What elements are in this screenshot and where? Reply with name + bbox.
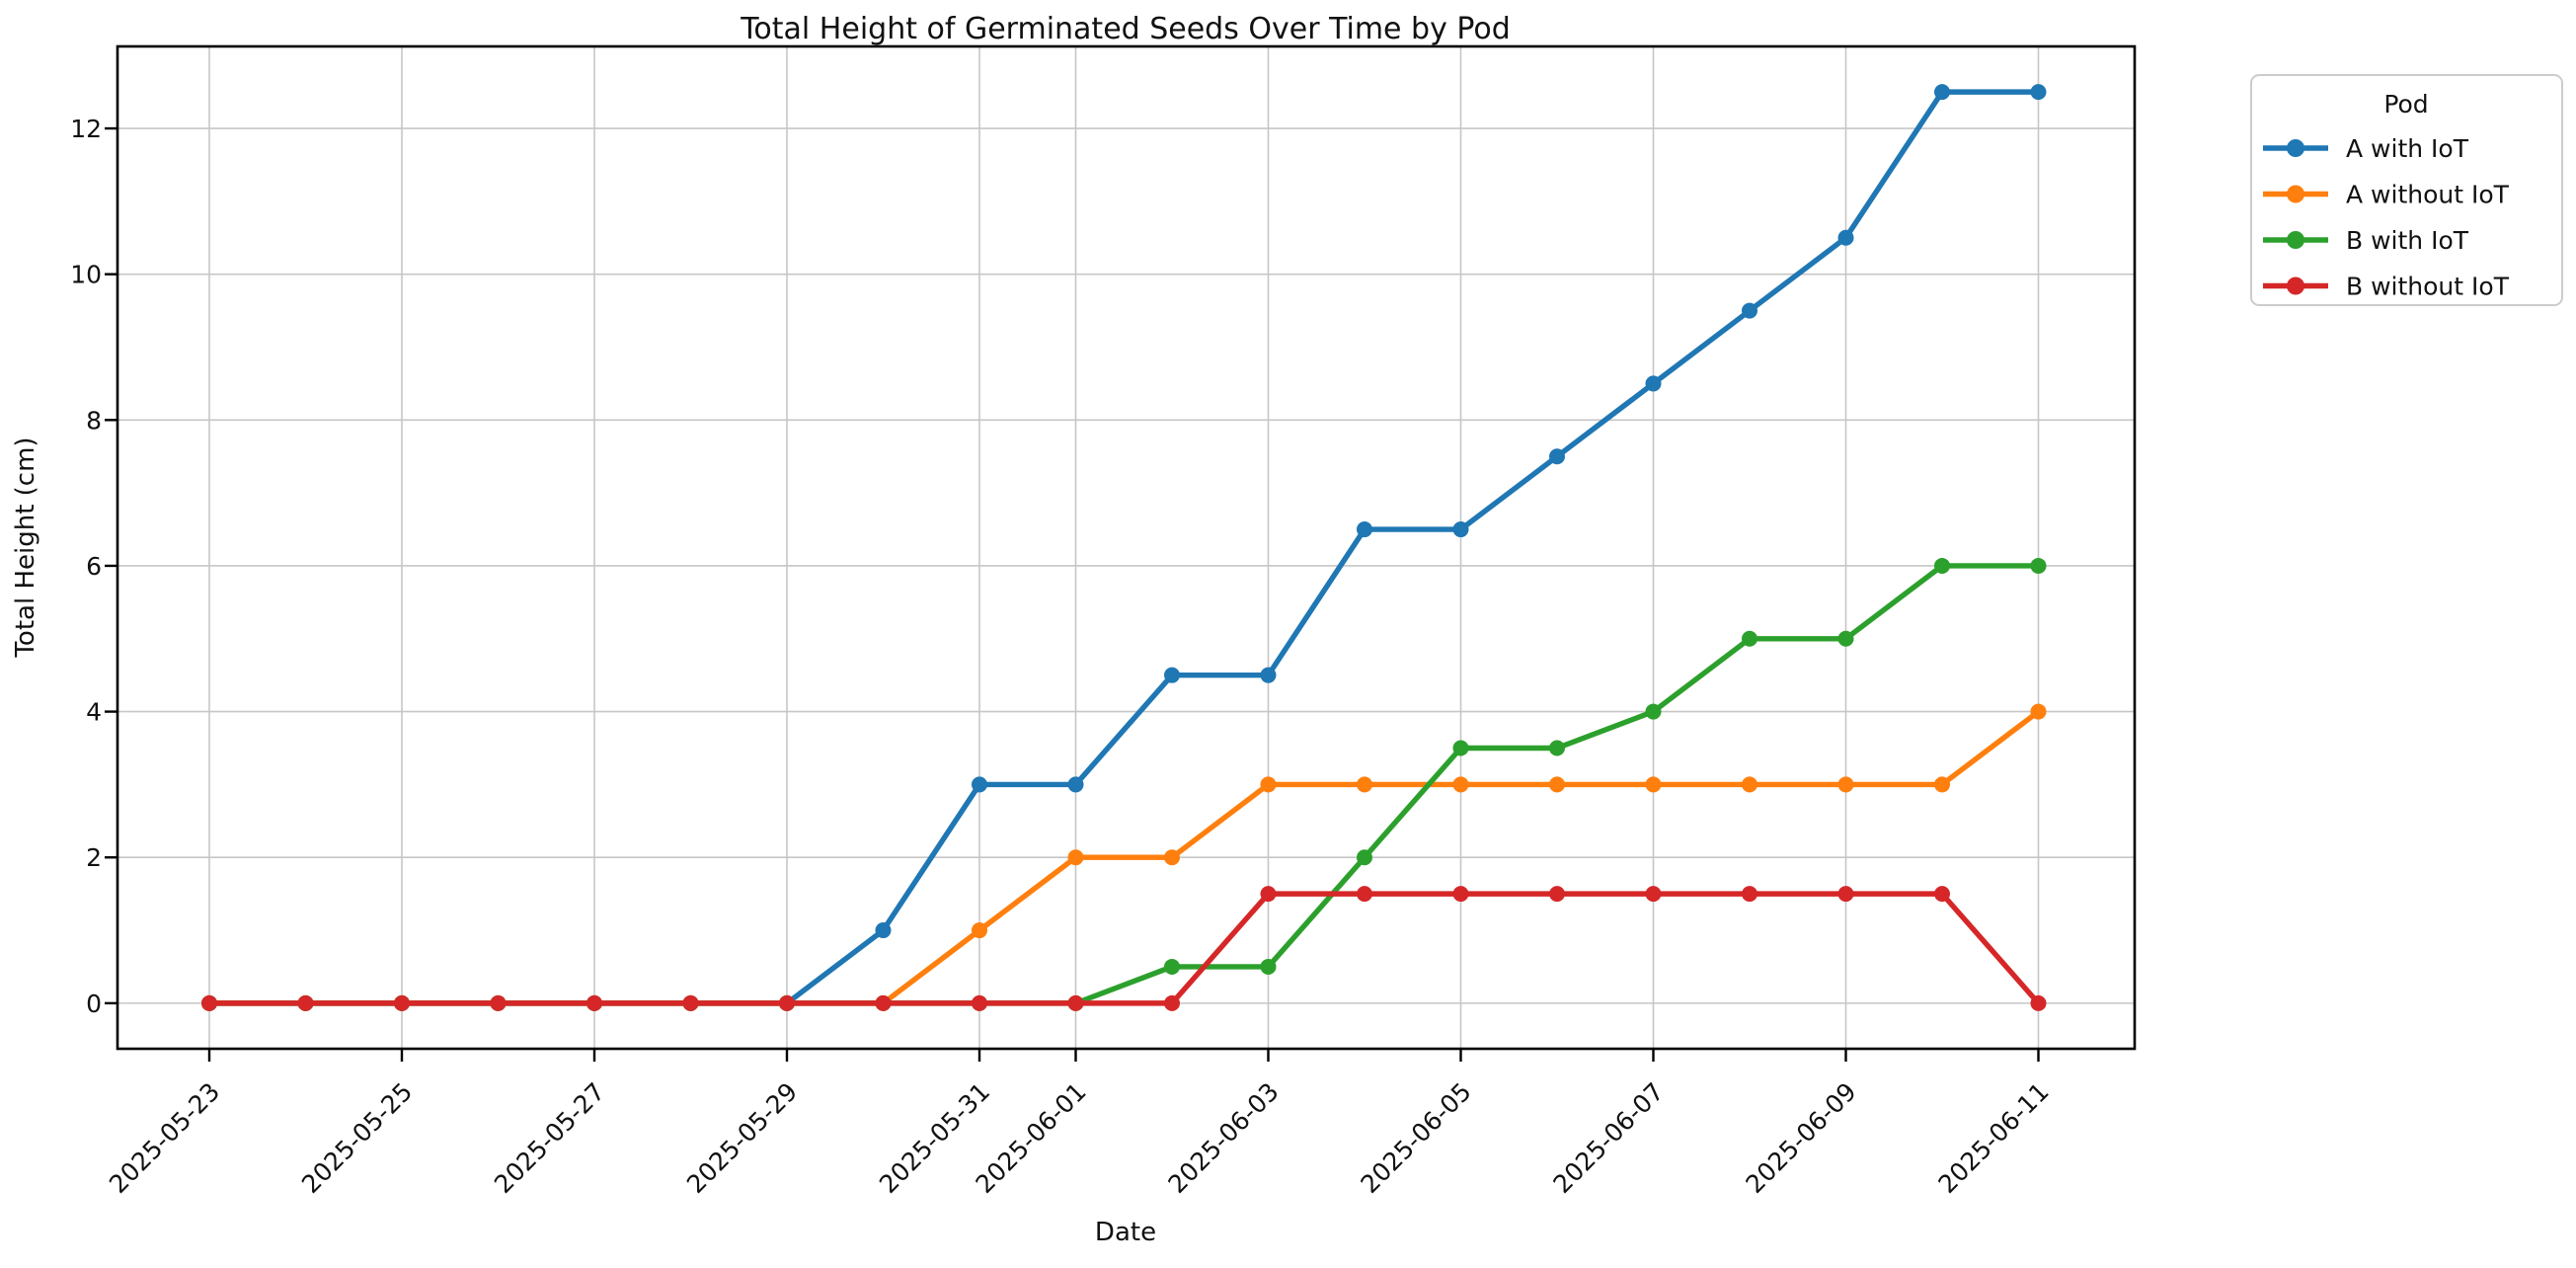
- data-point: [1357, 849, 1372, 866]
- tick-layer: [105, 126, 2040, 1062]
- legend-entry-b-with-iot: B with IoT: [2263, 226, 2469, 255]
- plot-border: [116, 44, 2137, 1051]
- data-point: [682, 994, 699, 1011]
- data-point: [297, 994, 314, 1011]
- data-point: [1452, 521, 1469, 538]
- y-tick-label: 4: [86, 698, 102, 727]
- data-point: [972, 776, 987, 793]
- data-point: [1260, 886, 1277, 903]
- data-point: [1549, 886, 1565, 903]
- y-tick-label: 0: [86, 990, 102, 1018]
- data-point: [2030, 994, 2047, 1011]
- data-point: [1837, 229, 1854, 246]
- data-point: [1645, 375, 1662, 392]
- data-point: [1934, 886, 1950, 903]
- y-tick-label: 10: [70, 261, 102, 289]
- data-point: [490, 994, 507, 1011]
- data-point: [1742, 302, 1757, 319]
- data-point: [586, 994, 602, 1011]
- legend-entry-a-without-iot: A without IoT: [2263, 181, 2510, 209]
- data-point: [2030, 84, 2047, 101]
- data-point: [1357, 886, 1372, 903]
- data-point: [1357, 776, 1372, 793]
- data-point: [2030, 703, 2047, 720]
- x-axis-label: Date: [1095, 1218, 1156, 1247]
- data-point: [2030, 557, 2047, 574]
- data-point: [1357, 521, 1372, 538]
- legend-frame: [2250, 74, 2563, 306]
- data-point: [201, 994, 217, 1011]
- data-point: [1164, 849, 1180, 866]
- series-b-without-iot: [201, 886, 2047, 1011]
- legend-entry-a-with-iot: A with IoT: [2263, 134, 2469, 163]
- data-point: [1645, 886, 1662, 903]
- legend: Pod A with IoT A without IoT B with IoT B w…: [2250, 74, 2563, 306]
- legend-marker: [2287, 139, 2304, 157]
- y-tick-label: 2: [86, 843, 102, 872]
- data-point: [972, 922, 987, 939]
- data-point: [1164, 667, 1180, 683]
- legend-label: B with IoT: [2346, 226, 2469, 255]
- data-point: [1549, 776, 1565, 793]
- legend-marker: [2287, 185, 2304, 203]
- plot-background: [117, 46, 2135, 1049]
- data-point: [394, 994, 410, 1011]
- data-point: [1837, 630, 1854, 647]
- legend-label: A without IoT: [2346, 181, 2510, 209]
- legend-label: B without IoT: [2346, 273, 2510, 301]
- data-point: [1260, 667, 1277, 683]
- data-point: [1452, 740, 1469, 756]
- data-point: [1549, 740, 1565, 756]
- data-point: [1934, 776, 1950, 793]
- y-tick-label: 12: [70, 115, 102, 143]
- data-point: [1067, 994, 1084, 1011]
- data-point: [1934, 84, 1950, 101]
- data-point: [1164, 994, 1180, 1011]
- data-point: [1452, 776, 1469, 793]
- legend-entry-b-without-iot: B without IoT: [2263, 273, 2510, 301]
- data-point: [1645, 776, 1662, 793]
- series-layer: [201, 84, 2047, 1011]
- data-point: [1549, 448, 1565, 465]
- data-point: [875, 994, 892, 1011]
- data-point: [1452, 886, 1469, 903]
- data-point: [1837, 886, 1854, 903]
- data-point: [972, 994, 987, 1011]
- series-line: [206, 891, 2042, 1006]
- y-axis-label: Total Height (cm): [11, 436, 40, 658]
- data-point: [1067, 776, 1084, 793]
- legend-entries: A with IoT A without IoT B with IoT B witho…: [2263, 134, 2510, 301]
- legend-label: A with IoT: [2346, 134, 2469, 163]
- legend-marker: [2287, 277, 2304, 295]
- data-point: [1742, 630, 1757, 647]
- data-point: [779, 994, 795, 1011]
- y-tick-label: 6: [86, 552, 102, 581]
- data-point: [1837, 776, 1854, 793]
- data-point: [1742, 886, 1757, 903]
- data-point: [1067, 849, 1084, 866]
- data-point: [1164, 958, 1180, 975]
- data-point: [1260, 776, 1277, 793]
- legend-title: Pod: [2383, 90, 2428, 119]
- grid-layer: [117, 46, 2135, 1049]
- data-point: [1742, 776, 1757, 793]
- data-point: [1645, 703, 1662, 720]
- data-point: [1934, 557, 1950, 574]
- data-point: [1260, 958, 1277, 975]
- data-point: [875, 922, 892, 939]
- legend-marker: [2287, 231, 2304, 249]
- y-tick-label: 8: [86, 406, 102, 435]
- chart-title: Total Height of Germinated Seeds Over Ti…: [740, 12, 1511, 46]
